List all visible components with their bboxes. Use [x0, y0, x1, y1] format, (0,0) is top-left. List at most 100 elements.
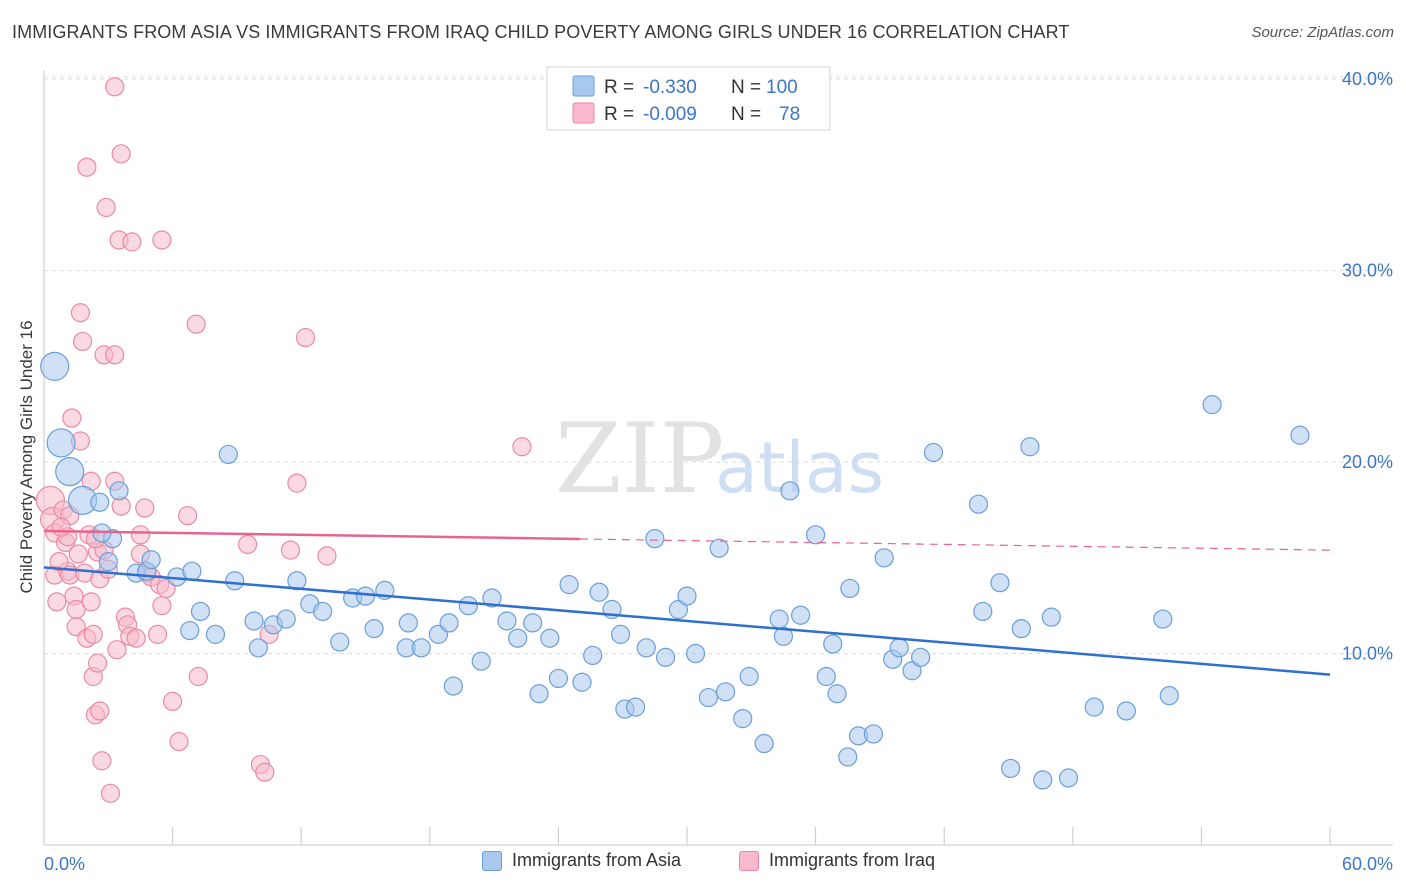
asia-point — [636, 638, 656, 658]
asia-point — [754, 733, 774, 754]
watermark-atlas: atlas — [715, 427, 884, 509]
chart-title: IMMIGRANTS FROM ASIA VS IMMIGRANTS FROM … — [12, 22, 1070, 42]
iraq-point — [90, 701, 110, 721]
iraq-trend-line-extension — [579, 538, 1331, 551]
y-tick-label: 30.0% — [1342, 261, 1393, 281]
asia-point — [780, 481, 800, 501]
iraq-point — [105, 345, 125, 365]
asia-point — [572, 672, 592, 692]
legend-iraq-n-value: 78 — [779, 104, 800, 125]
iraq-point — [280, 540, 301, 560]
asia-point — [398, 613, 418, 633]
asia-point — [769, 609, 789, 629]
iraq-point — [111, 144, 131, 164]
iraq-point — [238, 534, 258, 555]
asia-point — [816, 666, 836, 687]
legend-iraq-r-label: R = — [604, 104, 634, 125]
asia-point — [840, 578, 860, 599]
iraq-point — [295, 328, 316, 348]
asia-point — [923, 442, 944, 463]
asia-point — [874, 548, 894, 568]
asia-point — [218, 444, 238, 465]
asia-point — [1020, 437, 1040, 457]
source-label: Source: ZipAtlas.com — [1251, 24, 1394, 41]
asia-point — [773, 626, 794, 646]
asia-point — [677, 586, 697, 606]
iraq-point — [77, 157, 97, 177]
asia-point — [668, 599, 689, 620]
asia-point — [1153, 609, 1173, 629]
asia-trend-line — [43, 566, 1331, 676]
asia-point — [589, 582, 609, 602]
asia-point — [827, 684, 847, 704]
iraq-point — [49, 552, 69, 572]
asia-point — [529, 684, 549, 704]
asia-point — [355, 586, 376, 606]
asia-point — [805, 525, 826, 545]
asia-point — [790, 605, 811, 625]
asia-point — [685, 643, 706, 664]
x-tick-labels: 0.0% 60.0% — [44, 854, 1393, 874]
watermark: ZIP atlas — [555, 403, 884, 515]
asia-series — [40, 351, 1310, 790]
iraq-point — [169, 732, 189, 752]
legend-iraq-swatch — [572, 102, 595, 124]
asia-point — [225, 571, 245, 591]
asia-point — [276, 609, 296, 629]
legend-asia-swatch — [572, 75, 595, 97]
asia-point — [98, 552, 118, 572]
iraq-point — [72, 331, 93, 352]
legend-asia-n-label: N = — [731, 77, 761, 98]
x-tick-label: 0.0% — [44, 854, 85, 874]
legend-asia-r-label: R = — [604, 77, 634, 98]
asia-point — [902, 661, 922, 681]
iraq-point — [83, 624, 103, 644]
asia-point — [715, 682, 736, 702]
y-tick-label: 40.0% — [1342, 69, 1393, 89]
asia-point — [497, 611, 517, 631]
asia-point — [109, 481, 129, 501]
iraq-point — [317, 546, 337, 566]
asia-point — [330, 632, 350, 652]
gridlines — [44, 76, 1393, 655]
asia-point — [1011, 619, 1031, 639]
asia-point — [911, 647, 931, 667]
iraq-point — [87, 653, 108, 673]
y-tick-label: 10.0% — [1342, 644, 1393, 664]
iraq-point — [68, 544, 88, 564]
iraq-point — [96, 197, 116, 218]
asia-point — [1041, 607, 1061, 627]
asia-point — [244, 611, 264, 631]
x-tick-label: 60.0% — [1342, 854, 1393, 874]
y-tick-label: 20.0% — [1342, 452, 1393, 472]
iraq-point — [135, 498, 155, 518]
iraq-point — [163, 691, 183, 712]
asia-point — [548, 668, 569, 689]
asia-point — [1001, 758, 1021, 779]
asia-point — [458, 596, 478, 616]
asia-point — [90, 492, 110, 512]
asia-point — [1033, 770, 1053, 790]
asia-point — [482, 588, 502, 608]
iraq-point — [81, 592, 101, 612]
iraq-point — [147, 624, 168, 644]
iraq-point — [188, 666, 208, 687]
asia-point — [205, 624, 226, 644]
iraq-point — [122, 232, 142, 252]
asia-point — [739, 666, 759, 687]
iraq-point — [51, 517, 71, 537]
asia-point — [180, 620, 200, 641]
asia-point — [1202, 395, 1222, 415]
trend-lines — [43, 529, 1331, 676]
asia-point — [709, 538, 729, 558]
asia-point — [1290, 425, 1310, 445]
asia-point — [364, 619, 384, 639]
asia-point — [610, 624, 631, 644]
asia-point — [182, 561, 202, 581]
asia-point — [141, 550, 161, 570]
asia-point — [508, 628, 528, 648]
legend-iraq-n-label: N = — [731, 104, 761, 125]
legend-asia-n-value: 100 — [766, 77, 798, 98]
asia-point — [40, 351, 70, 381]
